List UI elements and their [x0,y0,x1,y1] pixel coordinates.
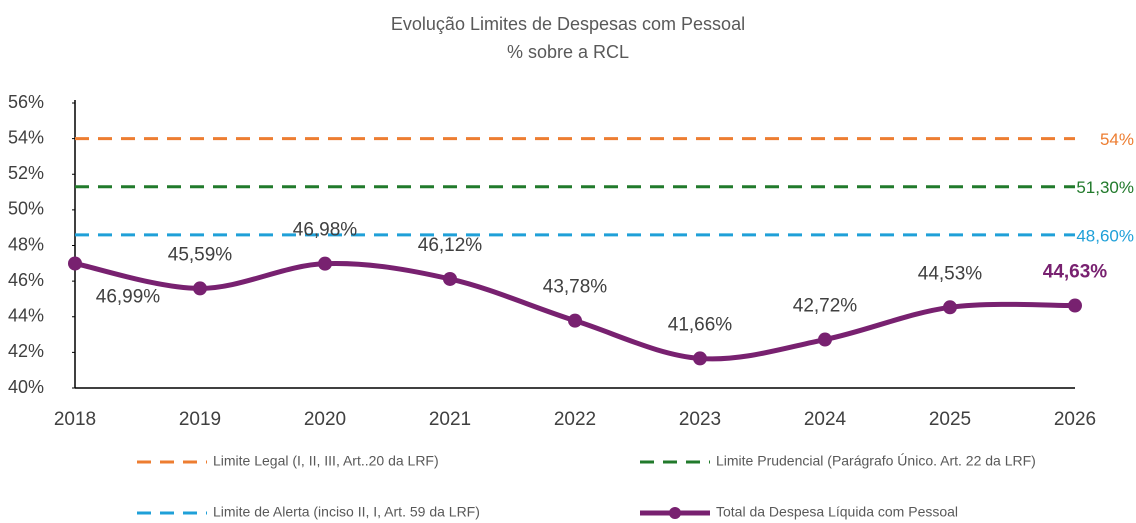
data-label: 44,53% [918,263,983,284]
legend-marker [669,507,681,519]
data-point [943,300,957,315]
y-tick-label: 52% [8,163,44,183]
y-tick-label: 50% [8,199,44,219]
y-tick-label: 44% [8,306,44,326]
limit-label: 48,60% [1076,226,1134,245]
data-point [68,256,82,271]
data-label: 46,12% [418,235,483,256]
data-label: 43,78% [543,277,608,298]
y-tick-label: 46% [8,270,44,290]
data-label: 42,72% [793,296,858,317]
y-tick-label: 54% [8,127,44,147]
x-tick-label: 2019 [179,409,221,430]
data-point [443,271,457,286]
legend-label: Limite de Alerta (inciso II, I, Art. 59 … [213,504,480,520]
data-label: 41,66% [668,314,733,335]
legend-label: Limite Legal (I, II, III, Art..20 da LRF… [213,453,439,469]
data-point [693,351,707,366]
y-tick-label: 48% [8,234,44,254]
data-label: 46,98% [293,220,358,241]
x-tick-label: 2025 [929,409,971,430]
data-point [1068,298,1082,313]
legend-label: Limite Prudencial (Parágrafo Único. Art.… [716,453,1036,469]
y-tick-label: 56% [8,92,44,112]
y-tick-label: 42% [8,341,44,361]
data-label: 46,99% [96,287,161,308]
x-tick-label: 2018 [54,409,96,430]
x-tick-label: 2021 [429,409,471,430]
data-point [193,281,207,296]
limit-label: 54% [1100,130,1134,149]
data-point [818,332,832,347]
data-point [318,256,332,271]
y-tick-label: 40% [8,377,44,397]
data-label: 45,59% [168,244,233,265]
limit-label: 51,30% [1076,178,1134,197]
x-tick-label: 2024 [804,409,847,430]
legend-label: Total da Despesa Líquida com Pessoal [716,504,958,520]
x-tick-label: 2026 [1054,409,1096,430]
x-tick-label: 2022 [554,409,596,430]
data-point [568,313,582,328]
chart-subtitle: % sobre a RCL [507,42,629,62]
chart-title: Evolução Limites de Despesas com Pessoal [391,14,745,34]
data-label: 44,63% [1043,262,1108,283]
x-tick-label: 2023 [679,409,721,430]
x-tick-label: 2020 [304,409,346,430]
